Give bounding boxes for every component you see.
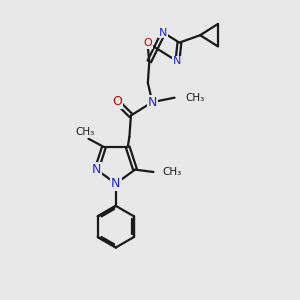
Text: N: N [159,28,168,38]
Text: N: N [173,56,182,66]
Text: CH₃: CH₃ [75,127,94,137]
Text: O: O [143,38,152,48]
Text: N: N [148,96,157,109]
Text: N: N [92,163,101,176]
Text: CH₃: CH₃ [185,93,204,103]
Text: CH₃: CH₃ [162,167,182,177]
Text: N: N [111,177,121,190]
Text: O: O [112,95,122,108]
